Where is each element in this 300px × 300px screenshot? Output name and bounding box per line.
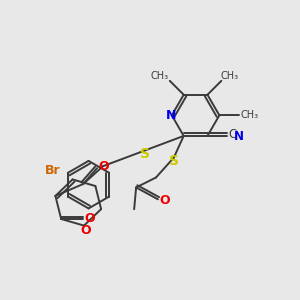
Text: O: O xyxy=(85,212,95,224)
Text: C: C xyxy=(228,128,236,141)
Text: Br: Br xyxy=(45,164,61,177)
Text: CH₃: CH₃ xyxy=(240,110,258,120)
Text: O: O xyxy=(99,160,109,173)
Text: CH₃: CH₃ xyxy=(151,71,169,81)
Text: CH₃: CH₃ xyxy=(220,71,238,81)
Text: N: N xyxy=(234,130,244,143)
Text: S: S xyxy=(169,154,179,168)
Text: O: O xyxy=(81,224,91,237)
Text: S: S xyxy=(140,147,150,161)
Text: N: N xyxy=(166,109,176,122)
Text: O: O xyxy=(160,194,170,207)
